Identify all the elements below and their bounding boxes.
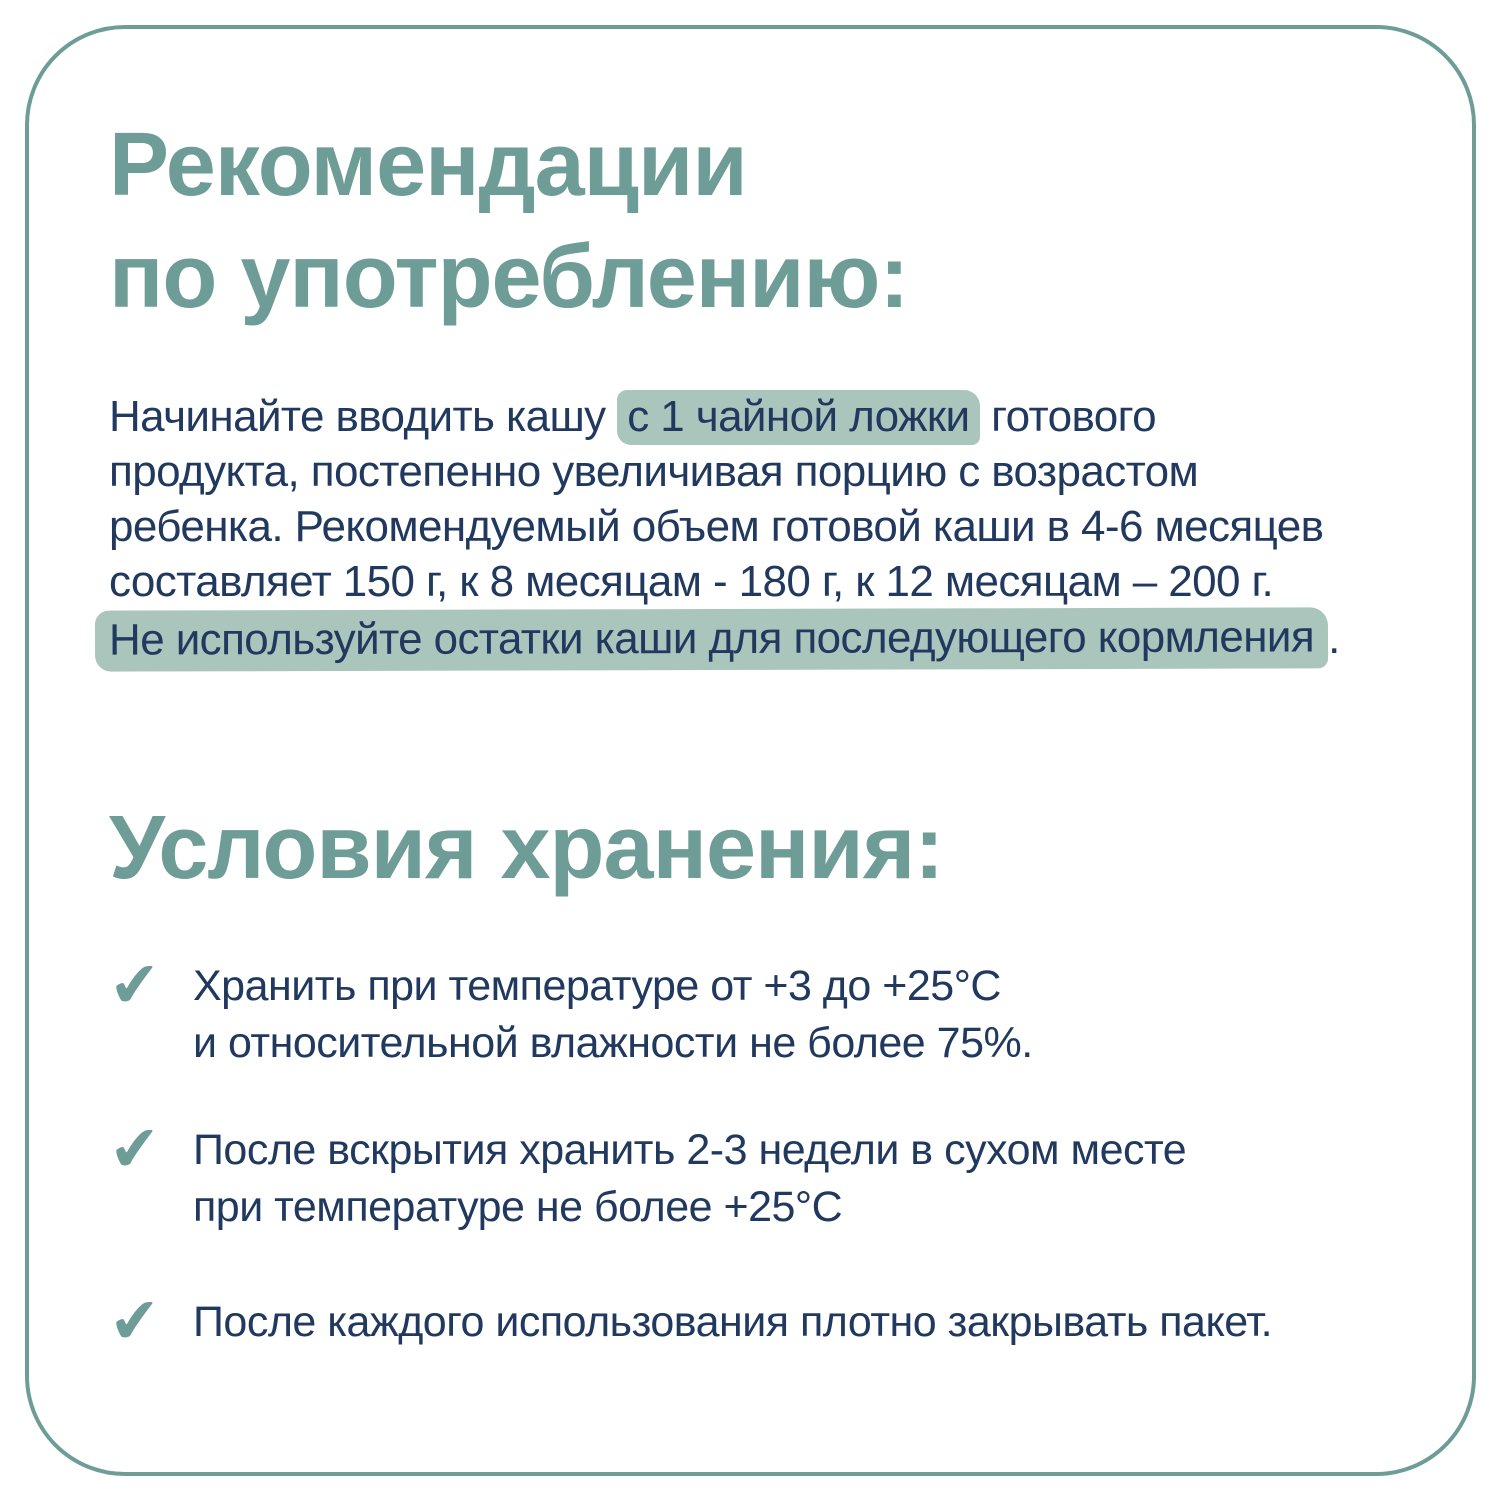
paragraph-line-2: продукта, постепенно увеличивая порцию с… <box>109 447 1199 496</box>
storage-title: Условия хранения: <box>109 798 944 898</box>
paragraph-text: готового <box>979 392 1156 441</box>
checklist-line: После вскрытия хранить 2-3 недели в сухо… <box>193 1126 1187 1174</box>
recommendations-title-line2: по употреблению: <box>109 227 909 327</box>
recommendations-title: Рекомендации по употреблению: <box>109 109 1394 333</box>
highlight-no-reuse: Не используйте остатки каши для последую… <box>94 607 1329 672</box>
paragraph-text: . <box>1328 614 1340 663</box>
checklist-line: После каждого использования плотно закры… <box>193 1298 1273 1346</box>
checklist-item-text: После вскрытия хранить 2-3 недели в сухо… <box>193 1122 1187 1236</box>
checkmark-icon: ✔ <box>106 1113 164 1186</box>
recommendations-title-line1: Рекомендации <box>109 115 748 215</box>
paragraph-text: Начинайте вводить кашу <box>109 392 618 441</box>
checklist-item-after-opening: ✔ После вскрытия хранить 2-3 недели в су… <box>107 1113 1394 1236</box>
checklist-item-close-bag: ✔ После каждого использования плотно зак… <box>107 1285 1394 1357</box>
checklist-line: при температуре не более +25°С <box>193 1183 843 1231</box>
paragraph-line-5: Не используйте остатки каши для последую… <box>94 607 1394 672</box>
usage-paragraph: Начинайте вводить кашу с 1 чайной ложки … <box>94 389 1394 672</box>
checkmark-icon: ✔ <box>106 1285 164 1358</box>
checkmark-icon: ✔ <box>106 949 164 1022</box>
checklist-item-text: Хранить при температуре от +3 до +25°С и… <box>193 958 1033 1072</box>
checklist-item-temperature: ✔ Хранить при температуре от +3 до +25°С… <box>107 949 1394 1072</box>
checklist-item-text: После каждого использования плотно закры… <box>193 1294 1273 1351</box>
checklist-line: и относительной влажности не более 75%. <box>193 1019 1033 1067</box>
paragraph-line-3: ребенка. Рекомендуемый объем готовой каш… <box>109 502 1324 551</box>
info-card: Рекомендации по употреблению: Начинайте … <box>25 25 1476 1476</box>
storage-checklist: ✔ Хранить при температуре от +3 до +25°С… <box>107 949 1394 1357</box>
paragraph-line-4: составляет 150 г, к 8 месяцам - 180 г, к… <box>109 557 1274 606</box>
paragraph-line-1: Начинайте вводить кашу с 1 чайной ложки … <box>109 389 1394 445</box>
highlight-teaspoon: с 1 чайной ложки <box>617 390 980 445</box>
checklist-line: Хранить при температуре от +3 до +25°С <box>193 962 1001 1010</box>
